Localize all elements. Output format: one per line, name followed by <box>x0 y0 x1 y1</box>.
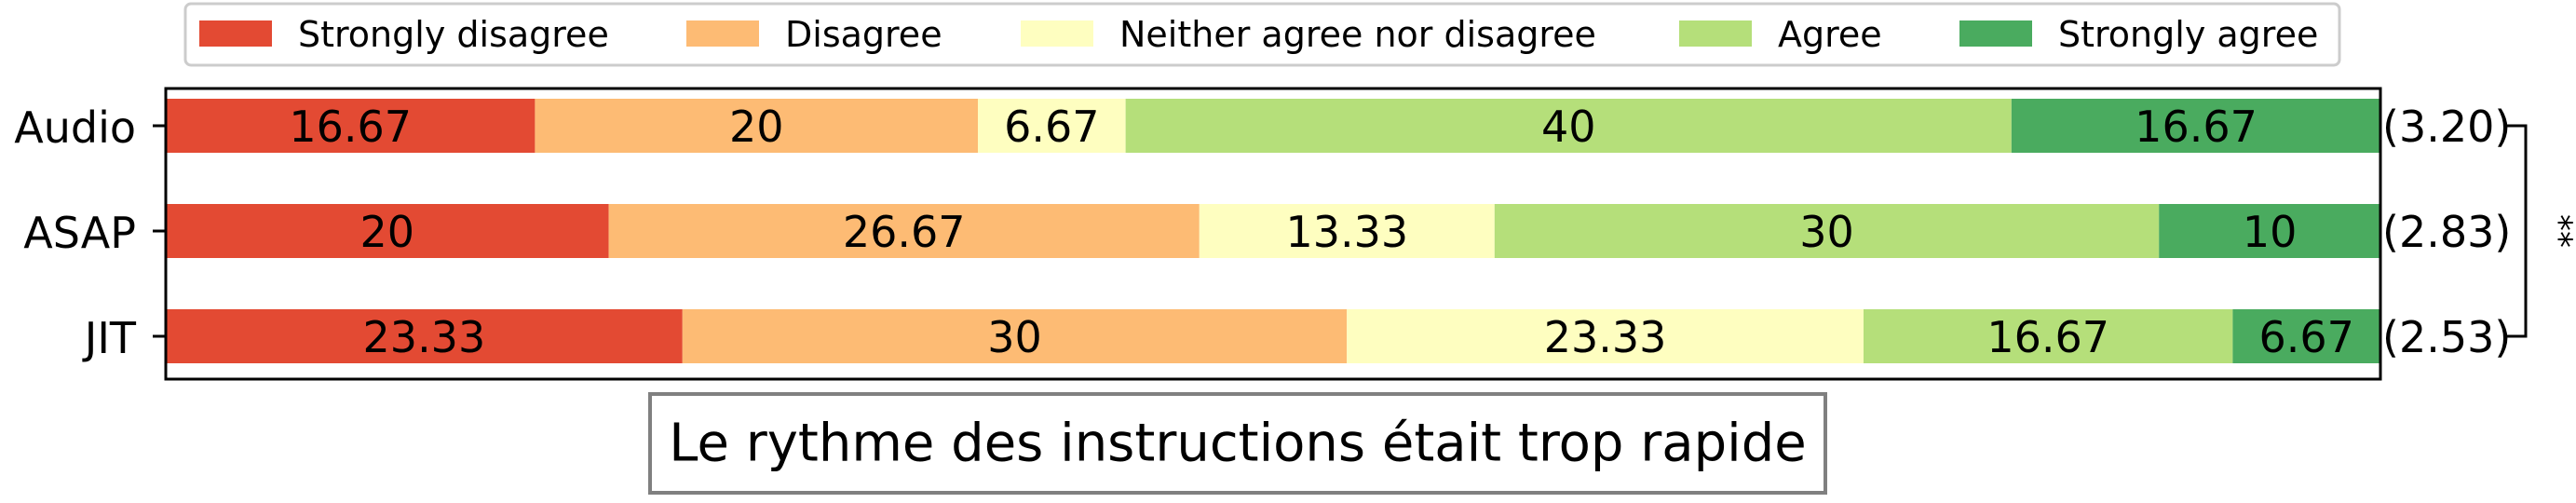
legend-swatch-disagree <box>686 20 759 47</box>
bar-audio-strongly-agree <box>2011 99 2381 153</box>
bar-label-asap-disagree: 26.67 <box>843 207 966 257</box>
bar-label-jit-strongly-disagree: 23.33 <box>363 312 486 362</box>
mean-score-audio: (3.20) <box>2382 102 2511 152</box>
chart-title-frame <box>648 392 1827 495</box>
bar-label-audio-strongly-disagree: 16.67 <box>289 102 412 152</box>
bar-label-audio-agree: 40 <box>1541 102 1596 152</box>
bar-label-asap-neither-agree-nor-disagree: 13.33 <box>1285 207 1408 257</box>
significance-label: ** <box>2541 214 2576 248</box>
bar-asap-agree <box>1494 204 2160 258</box>
legend-label-strongly-agree: Strongly agree <box>2058 14 2318 55</box>
chart-title-box: Le rythme des instructions était trop ra… <box>648 392 1827 495</box>
legend-swatch-agree <box>1679 20 1752 47</box>
legend-swatch-strongly-agree <box>1959 20 2032 47</box>
bar-jit-neither-agree-nor-disagree <box>1347 309 1864 363</box>
bar-label-jit-neither-agree-nor-disagree: 23.33 <box>1544 312 1667 362</box>
chart-title: Le rythme des instructions était trop ra… <box>669 414 1806 474</box>
legend-swatch-strongly-disagree <box>199 20 272 47</box>
bar-jit-strongly-agree <box>2232 309 2380 363</box>
bar-label-asap-agree: 30 <box>1799 207 1854 257</box>
bar-label-jit-strongly-agree: 6.67 <box>2258 312 2353 362</box>
significance-bracket-line <box>2505 124 2528 338</box>
y-tick-label-jit: JIT <box>82 313 137 363</box>
bar-label-asap-strongly-agree: 10 <box>2243 207 2298 257</box>
bar-asap-strongly-disagree <box>166 204 609 258</box>
mean-scores: (3.20) (2.83) (2.53) <box>2382 102 2511 362</box>
legend: Strongly disagree Disagree Neither agree n… <box>183 2 2341 67</box>
bar-label-jit-disagree: 30 <box>987 312 1042 362</box>
bar-label-jit-agree: 16.67 <box>1986 312 2109 362</box>
bar-label-asap-strongly-disagree: 20 <box>360 207 415 257</box>
plot-frame <box>164 87 2382 381</box>
mean-score-asap: (2.83) <box>2382 207 2511 257</box>
y-tick-label-asap: ASAP <box>23 208 136 258</box>
legend-frame <box>183 2 2341 67</box>
legend-swatch-neither-agree-nor-disagree <box>1021 20 1093 47</box>
y-axis: Audio ASAP JIT <box>14 102 166 363</box>
bar-label-audio-strongly-agree: 16.67 <box>2135 102 2257 152</box>
legend-label-disagree: Disagree <box>785 14 942 55</box>
bar-audio-strongly-disagree <box>166 99 536 153</box>
bar-asap-neither-agree-nor-disagree <box>1199 204 1495 258</box>
mean-score-jit: (2.53) <box>2382 312 2511 362</box>
bar-asap-strongly-agree <box>2159 204 2380 258</box>
bars: 16.67 20 6.67 40 16.67 20 26.67 13.33 30 10 23.33 3… <box>166 99 2381 363</box>
bar-audio-disagree <box>535 99 979 153</box>
significance-bracket: ** <box>2505 124 2576 338</box>
y-tick-label-audio: Audio <box>14 102 136 153</box>
legend-label-agree: Agree <box>1778 14 1882 55</box>
bar-audio-agree <box>1125 99 2012 153</box>
legend-label-strongly-disagree: Strongly disagree <box>298 14 609 55</box>
bar-audio-neither-agree-nor-disagree <box>978 99 1126 153</box>
bar-label-audio-neither-agree-nor-disagree: 6.67 <box>1004 102 1099 152</box>
bar-jit-disagree <box>682 309 1348 363</box>
bar-asap-disagree <box>608 204 1200 258</box>
bar-label-audio-disagree: 20 <box>729 102 784 152</box>
legend-label-neither-agree-nor-disagree: Neither agree nor disagree <box>1119 14 1596 55</box>
bar-jit-agree <box>1863 309 2233 363</box>
bar-jit-strongly-disagree <box>166 309 683 363</box>
